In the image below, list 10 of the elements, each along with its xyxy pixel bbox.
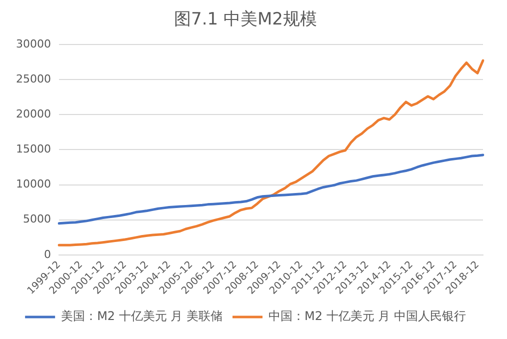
y-tick-label: 25000 <box>16 72 51 86</box>
y-tick-label: 10000 <box>16 178 51 191</box>
y-tick-label: 15000 <box>16 142 51 156</box>
y-tick-label: 5000 <box>22 212 51 226</box>
chart-title: 图7.1 中美M2规模 <box>174 10 317 30</box>
legend-label: 美国：M2 十亿美元 月 美联储 <box>61 309 223 324</box>
y-tick-label: 30000 <box>16 37 51 50</box>
legend-label: 中国：M2 十亿美元 月 中国人民银行 <box>268 309 466 324</box>
y-tick-label: 20000 <box>16 107 51 120</box>
y-tick-label: 0 <box>44 248 51 261</box>
